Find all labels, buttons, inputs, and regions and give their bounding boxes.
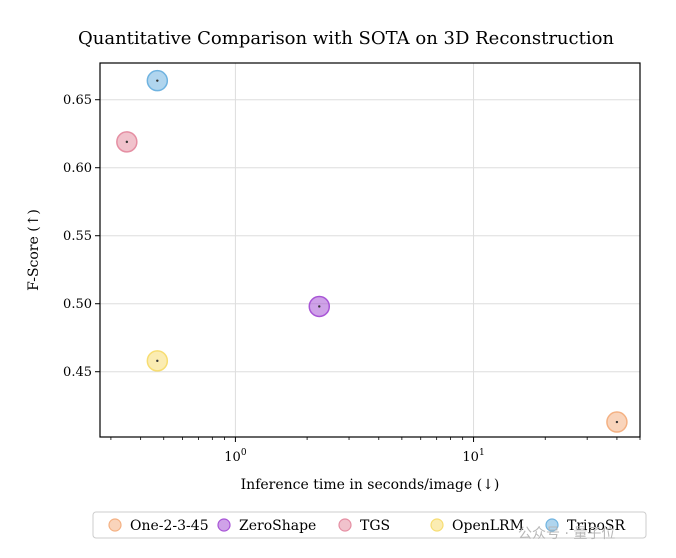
legend-entries: One-2-3-45 ZeroShape TGS OpenLRM TripoSR xyxy=(108,518,625,534)
legend-label-one-2-3-45: One-2-3-45 xyxy=(130,518,209,534)
legend-marker-zeroshape xyxy=(217,518,231,532)
legend-label-triposr: TripoSR xyxy=(567,518,625,534)
legend: One-2-3-45 ZeroShape TGS OpenLRM TripoSR xyxy=(92,511,647,539)
y-axis-label: F-Score (↑) xyxy=(26,209,42,291)
points-layer xyxy=(116,69,628,433)
legend-marker-one-2-3-45 xyxy=(108,518,122,532)
y-axis-ticks: 0.45 0.50 0.55 0.60 0.65 xyxy=(63,93,100,380)
legend-marker-openlrm xyxy=(430,518,444,532)
x-tick-label: 101 xyxy=(462,448,484,465)
x-tick-base: 10 xyxy=(462,450,479,465)
y-tick-label: 0.50 xyxy=(63,297,92,312)
data-point-center-one-2-3-45 xyxy=(615,420,619,424)
x-tick-exponent: 0 xyxy=(241,448,247,458)
x-tick-base: 10 xyxy=(224,450,241,465)
data-point-center-zeroshape xyxy=(318,305,321,308)
chart-title: Quantitative Comparison with SOTA on 3D … xyxy=(78,28,614,49)
x-tick-label: 100 xyxy=(224,448,247,465)
legend-marker-triposr xyxy=(545,518,559,532)
data-point-center-triposr xyxy=(156,79,159,82)
data-point-center-openlrm xyxy=(156,359,159,363)
legend-label-openlrm: OpenLRM xyxy=(452,518,524,534)
plot-frame xyxy=(99,62,641,438)
x-axis-ticks: 100 101 xyxy=(110,437,641,465)
x-axis-label: Inference time in seconds/image (↓) xyxy=(241,477,500,493)
x-tick-exponent: 1 xyxy=(479,448,485,458)
y-tick-label: 0.55 xyxy=(63,229,92,244)
data-point-center-tgs xyxy=(125,140,129,144)
grid-layer xyxy=(100,63,640,437)
legend-label-zeroshape: ZeroShape xyxy=(239,518,316,534)
legend-label-tgs: TGS xyxy=(360,518,390,534)
legend-box xyxy=(92,511,647,539)
y-tick-label: 0.60 xyxy=(63,161,92,176)
y-tick-label: 0.65 xyxy=(63,93,92,108)
y-tick-label: 0.45 xyxy=(63,365,92,380)
legend-marker-tgs xyxy=(338,518,352,532)
watermark: 公众号 · 量子位 xyxy=(518,526,615,542)
